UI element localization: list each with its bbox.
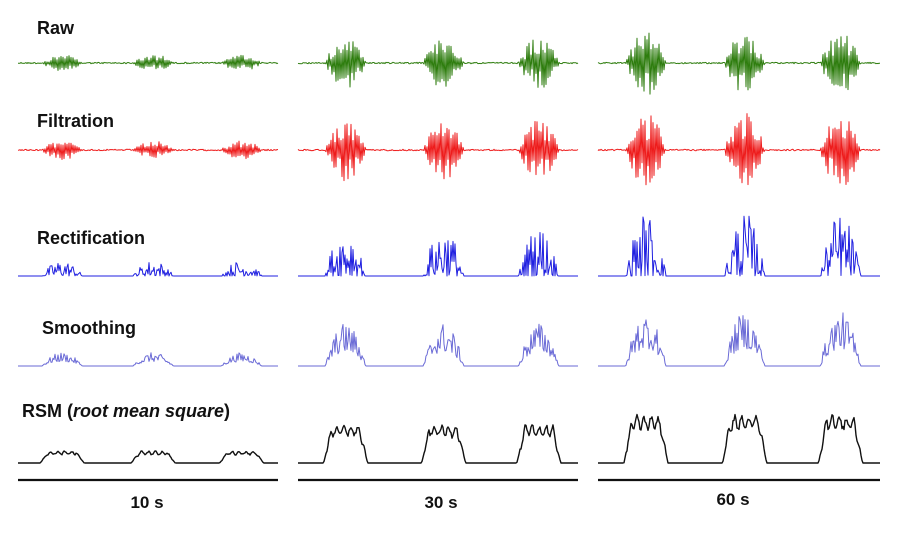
trace-smoothing-1: [298, 323, 578, 367]
trace-rms-1: [298, 424, 578, 464]
time-label-10s: 10 s: [130, 493, 164, 512]
trace-filtration-1: [297, 121, 579, 182]
trace-filtration-0: [17, 140, 279, 160]
trace-rectification-1: [298, 232, 578, 277]
row-label-filtration: Filtration: [37, 111, 114, 131]
trace-rms-0: [18, 450, 278, 464]
trace-raw-0: [18, 54, 279, 71]
row-label-rms: RSM (root mean square): [22, 401, 231, 421]
trace-smoothing-0: [18, 352, 278, 367]
time-label-60s: 60 s: [716, 490, 750, 509]
trace-rectification-2: [598, 215, 880, 277]
row-label-rectification: Rectification: [37, 228, 146, 248]
trace-rectification-0: [18, 262, 278, 277]
row-label-smoothing: Smoothing: [42, 318, 136, 338]
row-label-raw: Raw: [37, 18, 75, 38]
trace-filtration-2: [597, 113, 881, 186]
trace-raw-2: [597, 32, 880, 95]
trace-raw-1: [297, 39, 579, 88]
trace-rms-2: [598, 413, 880, 464]
trace-smoothing-2: [598, 312, 880, 367]
time-label-30s: 30 s: [424, 493, 458, 512]
